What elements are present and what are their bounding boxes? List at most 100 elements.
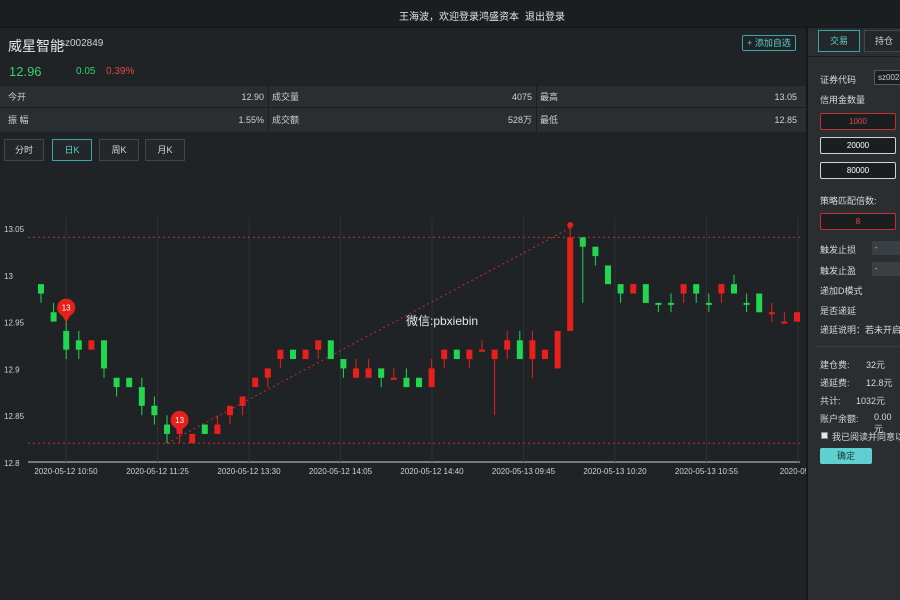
- candle-body: [466, 349, 473, 360]
- x-tick-label: 2020-05-13 10:20: [583, 467, 647, 476]
- candle-body: [101, 340, 107, 369]
- y-tick-label: 13.05: [4, 225, 25, 234]
- code-label: 证券代码: [820, 75, 857, 85]
- price-marker-pin: [170, 410, 189, 429]
- candle-body: [201, 424, 208, 434]
- stat-value-open: 12.90: [241, 92, 264, 102]
- stat-label-low: 最低: [540, 115, 559, 125]
- defer-desc: 递延说明：若未开启: [820, 325, 900, 335]
- candle-body: [75, 340, 82, 350]
- x-tick-label: 2020-05-13 10:55: [675, 467, 739, 476]
- take-profit-select[interactable]: -: [872, 262, 900, 276]
- stat-label-high: 最高: [540, 92, 559, 102]
- candle-body: [214, 424, 221, 434]
- amount-option-80000[interactable]: 80000: [820, 162, 896, 179]
- stat-value-low: 12.85: [774, 115, 797, 125]
- candle-body: [290, 349, 296, 360]
- ratio-label: 策略匹配倍数:: [820, 196, 877, 206]
- candle-body: [189, 433, 196, 444]
- welcome-text: 王海波，欢迎登录鸿盛资本: [399, 12, 519, 23]
- candle-body: [88, 340, 95, 350]
- candle-body: [302, 349, 309, 360]
- candle-body: [756, 293, 763, 313]
- candle-body: [390, 377, 397, 380]
- stat-value-volume: 4075: [511, 92, 532, 102]
- take-profit-label: 触发止盈: [820, 266, 857, 276]
- stats-table: 今开 12.90 成交量 4075 最高 13.05 振 幅 1.55% 成交额…: [0, 86, 806, 132]
- candle-body: [743, 302, 750, 305]
- stop-loss-label: 触发止损: [820, 245, 857, 255]
- candle-body: [655, 302, 662, 305]
- logout-link[interactable]: 退出登录: [525, 12, 565, 23]
- candle-body: [428, 368, 435, 388]
- candle-body: [164, 424, 170, 434]
- price-marker-label: 13: [175, 416, 184, 425]
- tab-trade[interactable]: 交易: [818, 30, 860, 52]
- candle-body: [504, 340, 511, 350]
- y-tick-label: 12.8: [4, 459, 20, 468]
- ratio-input[interactable]: 8: [820, 213, 896, 230]
- tab-daily-k[interactable]: 日K: [52, 139, 92, 161]
- stat-label-turnover: 成交额: [272, 115, 300, 125]
- code-input[interactable]: sz002849: [874, 70, 900, 85]
- amount-option-1000[interactable]: 1000: [820, 113, 896, 130]
- candle-body: [718, 284, 725, 294]
- candle-body: [630, 284, 637, 294]
- y-tick-label: 12.85: [4, 412, 25, 421]
- stock-header: 威星智能 sz002849 + 添加自选 12.96 0.05 0.39%: [0, 28, 806, 86]
- stat-value-turnover: 528万: [507, 115, 532, 125]
- trend-line: [166, 227, 571, 444]
- stock-code: sz002849: [60, 38, 104, 49]
- confirm-button[interactable]: 确定: [820, 448, 872, 464]
- build-fee-label: 建仓费:: [820, 360, 850, 370]
- agree-checkbox[interactable]: [821, 432, 828, 439]
- candle-body: [693, 284, 700, 294]
- stat-value-amplitude: 1.55%: [238, 115, 264, 125]
- price-marker-pin: [57, 298, 76, 317]
- candle-body: [441, 349, 448, 360]
- stats-row: 振 幅 1.55% 成交额 528万 最低 12.85: [0, 109, 806, 131]
- top-bar: 王海波，欢迎登录鸿盛资本 退出登录: [0, 0, 900, 28]
- kline-chart: 13.05 13 12.95 12.9 12.85 12.8 2020-05-12 10:5…: [0, 188, 817, 488]
- amount-option-20000[interactable]: 20000: [820, 137, 896, 154]
- x-tick-label: 2020-05-12 14:05: [309, 467, 373, 476]
- stat-label-volume: 成交量: [272, 92, 300, 102]
- candle-body: [365, 368, 372, 378]
- add-watchlist-button[interactable]: + 添加自选: [742, 35, 796, 51]
- price-marker-label: 13: [62, 304, 71, 313]
- candle-body: [668, 302, 674, 305]
- stat-label-amplitude: 振 幅: [8, 115, 29, 125]
- x-tick-label: 2020-05-12 14:40: [400, 467, 464, 476]
- balance-value: 0.00元: [874, 412, 892, 434]
- x-tick-label: 2020-05-12 13:30: [217, 467, 281, 476]
- stock-name: 威星智能: [8, 38, 64, 54]
- candle-body: [277, 349, 284, 360]
- total-value: 1032元: [856, 396, 886, 406]
- defer-fee-value: 12.8元: [866, 378, 893, 388]
- tab-intraday[interactable]: 分时: [4, 139, 44, 161]
- candle-body: [50, 312, 57, 322]
- candle-body: [542, 349, 548, 360]
- kline-chart-svg: 13.05 13 12.95 12.9 12.85 12.8 2020-05-12 10:5…: [4, 218, 817, 476]
- candle-body: [579, 237, 586, 247]
- defer-label: 是否递延: [820, 306, 857, 316]
- stats-row: 今开 12.90 成交量 4075 最高 13.05: [0, 86, 806, 108]
- candle-body: [491, 349, 498, 360]
- tab-position[interactable]: 持仓: [864, 30, 900, 52]
- candle-body: [705, 302, 712, 305]
- candle-body: [378, 368, 385, 378]
- candle-body: [781, 321, 788, 324]
- trade-panel: 交易 持仓 证券代码 sz002849 信用金数量 1000 20000 800…: [806, 28, 900, 600]
- candle-body: [403, 377, 410, 388]
- candle-body: [768, 312, 775, 315]
- tab-monthly-k[interactable]: 月K: [145, 139, 185, 161]
- candle-body: [453, 349, 460, 360]
- candle-body: [731, 284, 737, 294]
- stop-loss-select[interactable]: -: [872, 241, 900, 255]
- chart-period-tabs: 分时 日K 周K 月K: [0, 139, 806, 163]
- price-marker-tail: [61, 313, 72, 323]
- x-tick-label: 2020-05-12 10:50: [34, 467, 98, 476]
- price-change-percent: 0.39%: [106, 66, 135, 77]
- high-marker: [567, 222, 574, 228]
- tab-weekly-k[interactable]: 周K: [99, 139, 139, 161]
